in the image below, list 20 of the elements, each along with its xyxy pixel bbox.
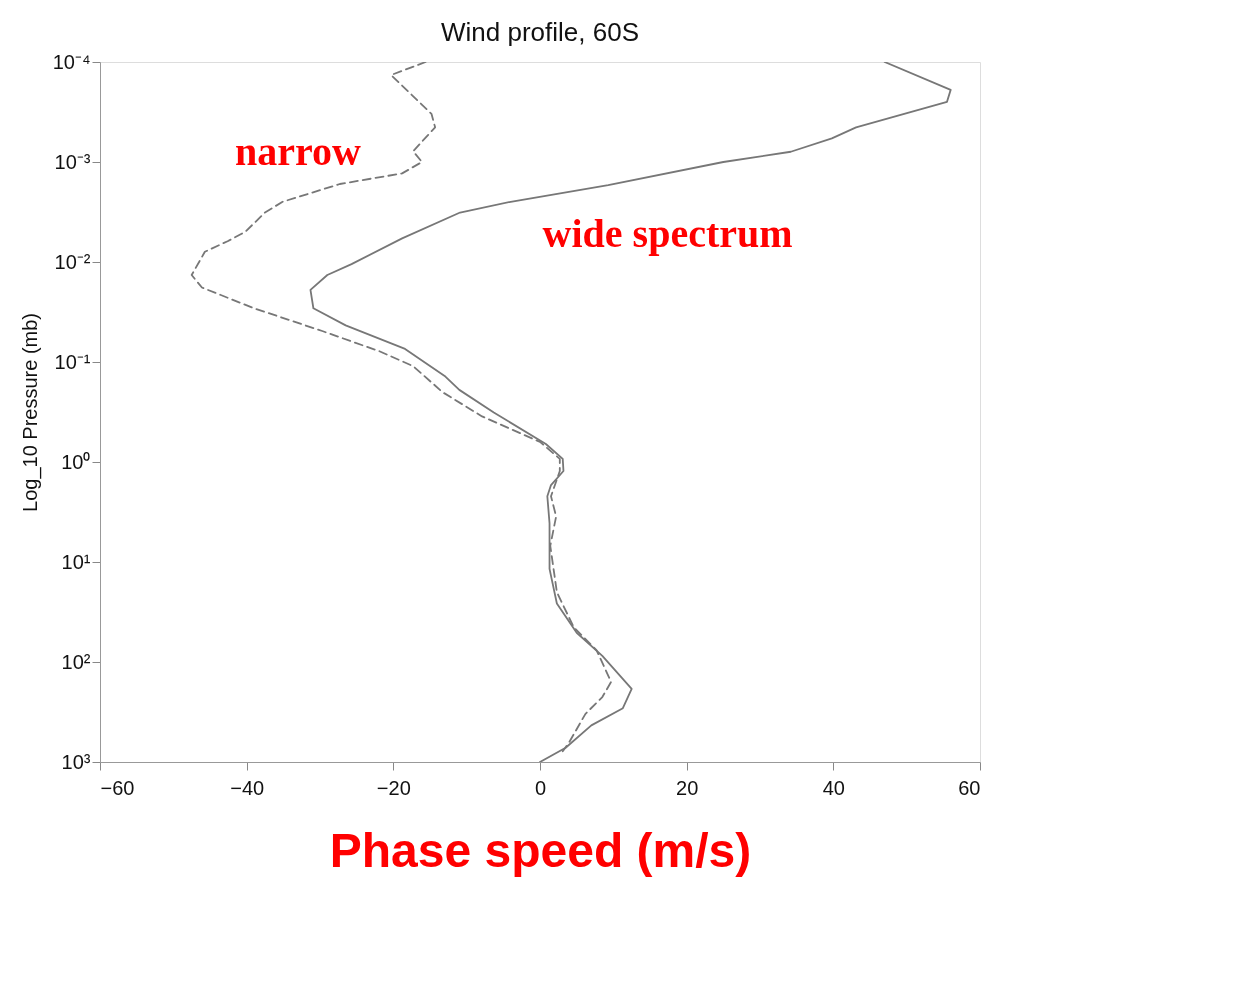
x-axis-title: Phase speed (m/s) [329,823,752,877]
x-tick-label: 40 [822,776,845,799]
x-tick-label: 60 [958,776,981,799]
x-tick-label: −20 [376,776,411,799]
y-tick-label: 10⁰ [61,450,91,473]
y-tick-label: 10⁻² [54,250,91,273]
y-axis-title: Log_10 Pressure (mb) [18,313,42,512]
y-tick-label: 10³ [61,750,91,773]
y-tick-label: 10⁻⁴ [52,50,91,73]
y-tick-label: 10¹ [61,550,91,573]
chart-title: Wind profile, 60S [441,17,639,47]
y-tick-label: 10² [61,650,91,673]
x-tick-label: −40 [230,776,265,799]
x-tick-label: 0 [534,776,547,799]
x-tick-label: 20 [676,776,699,799]
x-tick-label: −60 [100,776,135,799]
y-tick-label: 10⁻³ [54,150,91,173]
y-tick-label: 10⁻¹ [54,350,91,373]
annotation: wide spectrum [542,210,793,256]
annotation: narrow [235,129,362,174]
